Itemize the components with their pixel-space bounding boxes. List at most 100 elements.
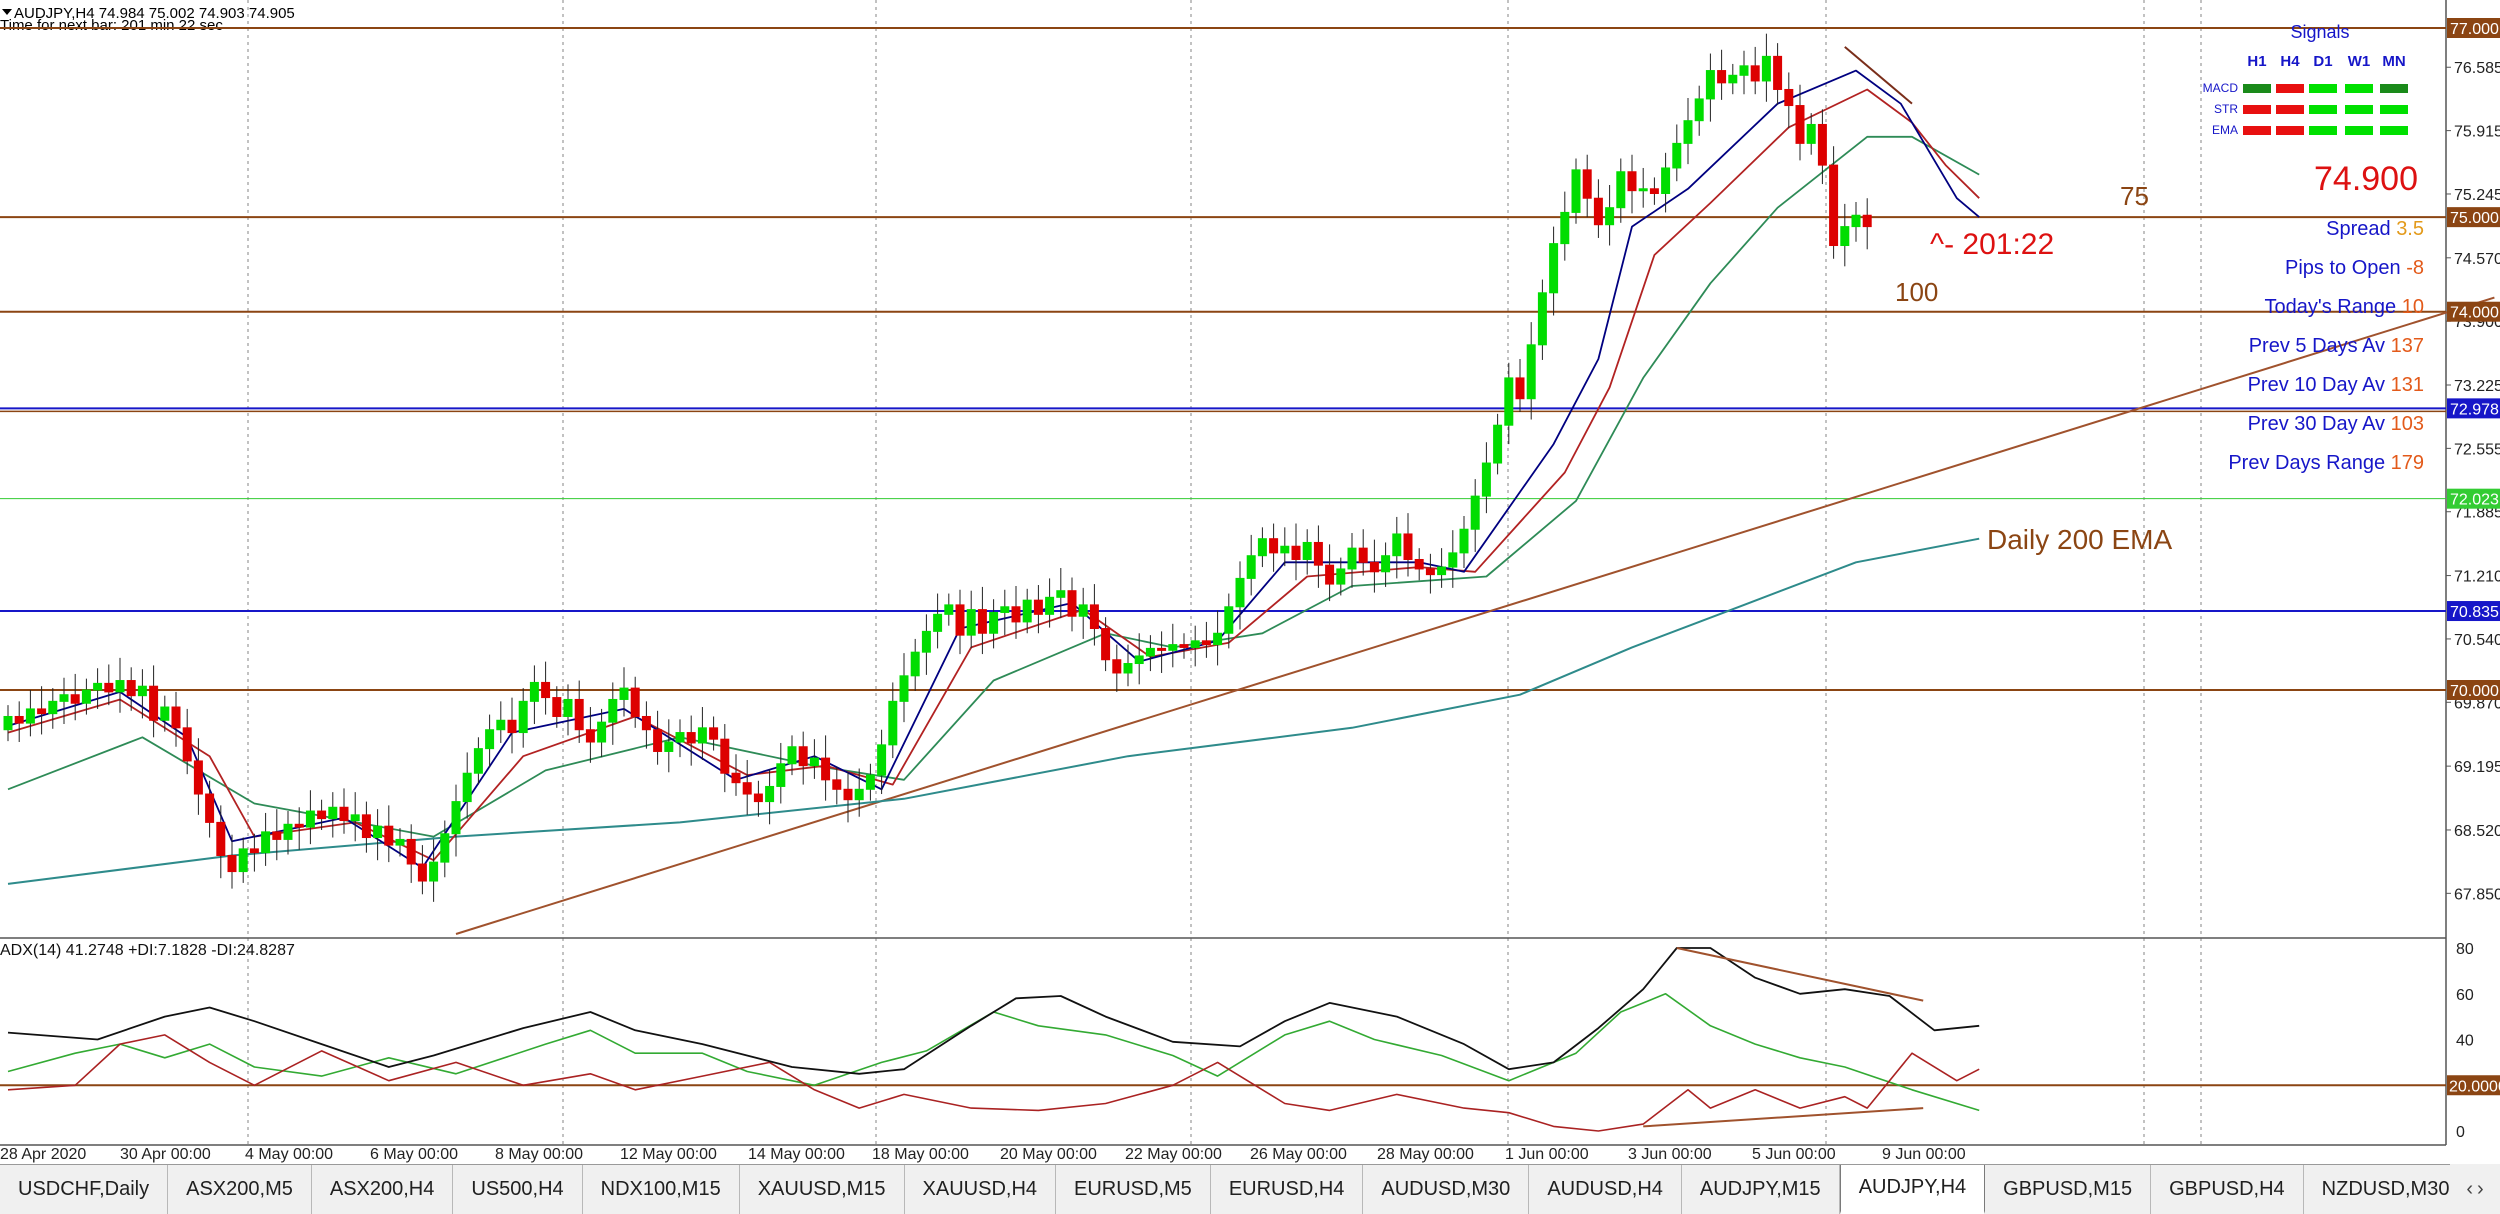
candle	[451, 784, 461, 857]
time-axis-label: 28 Apr 2020	[0, 1146, 86, 1163]
price-level-box	[2447, 601, 2500, 622]
candle-body	[641, 715, 651, 731]
tab-gbpusd-m15[interactable]: GBPUSD,M15	[1985, 1165, 2152, 1214]
candle	[1134, 633, 1144, 685]
candle-body	[731, 772, 741, 784]
candle	[81, 678, 91, 715]
candle-body	[921, 630, 931, 653]
candle-body	[518, 700, 528, 734]
candle	[1739, 50, 1749, 95]
candle	[720, 724, 730, 793]
tab-asx200-m5[interactable]: ASX200,M5	[168, 1165, 312, 1214]
candle-body	[283, 823, 293, 840]
candle	[182, 708, 192, 775]
info-row-value: 131	[2391, 374, 2424, 396]
candle-body	[1022, 599, 1032, 623]
candle	[1795, 84, 1805, 161]
price-level-box	[2447, 301, 2500, 322]
candle	[1425, 553, 1435, 594]
candle	[865, 763, 875, 801]
candle	[227, 834, 237, 889]
tab-eurusd-h4[interactable]: EURUSD,H4	[1211, 1165, 1364, 1214]
candle	[395, 828, 405, 857]
candle-body	[1190, 640, 1200, 648]
candle-body	[854, 788, 864, 801]
tab-asx200-h4[interactable]: ASX200,H4	[312, 1165, 454, 1214]
candle	[339, 788, 349, 834]
candle	[1280, 527, 1290, 567]
tab-us500-h4[interactable]: US500,H4	[453, 1165, 583, 1214]
candle-body	[821, 757, 831, 781]
candle	[1145, 635, 1155, 672]
symbol-tab-bar: USDCHF,Daily ASX200,M5 ASX200,H4 US500,H4 ND…	[0, 1164, 2500, 1214]
current-price: 74.900	[2314, 160, 2418, 198]
candle-body	[249, 848, 259, 854]
time-axis-label: 18 May 00:00	[872, 1146, 969, 1163]
candle	[1661, 152, 1671, 213]
candle-body	[193, 760, 203, 795]
price-level-box-label: 70.000	[2450, 683, 2499, 700]
candle-body	[910, 651, 920, 677]
candle	[753, 780, 763, 817]
price-tick-label: 75.915	[2454, 124, 2500, 141]
candle	[70, 673, 80, 721]
time-axis-label: 9 Jun 00:00	[1882, 1146, 1966, 1163]
candle	[1705, 53, 1715, 122]
support-trendline	[455, 296, 2495, 935]
candle-body	[1235, 577, 1245, 608]
tab-xauusd-h4[interactable]: XAUUSD,H4	[905, 1165, 1057, 1214]
tab-nzdusd-m30[interactable]: NZDUSD,M30	[2304, 1165, 2469, 1214]
signal-cell	[2309, 84, 2337, 93]
candle	[1817, 109, 1827, 185]
price-level-box	[2447, 680, 2500, 700]
tab-usdchf-daily[interactable]: USDCHF,Daily	[0, 1165, 169, 1214]
candle	[1493, 413, 1503, 475]
signal-cell	[2309, 126, 2337, 135]
tab-ndx100-m15[interactable]: NDX100,M15	[583, 1165, 740, 1214]
signals-timeframe: D1	[2313, 53, 2332, 70]
tab-xauusd-m15[interactable]: XAUUSD,M15	[740, 1165, 905, 1214]
candle	[787, 735, 797, 776]
tab-eurusd-m5[interactable]: EURUSD,M5	[1056, 1165, 1211, 1214]
candle	[888, 682, 898, 759]
signal-cell	[2243, 105, 2271, 114]
tab-audusd-m30[interactable]: AUDUSD,M30	[1363, 1165, 1530, 1214]
candle	[776, 742, 786, 804]
tab-gbpusd-h4[interactable]: GBPUSD,H4	[2151, 1165, 2304, 1214]
candle	[14, 701, 24, 743]
chart-canvas[interactable]: AUDJPY,H4 74.984 75.002 74.903 74.905 Ti…	[0, 0, 2500, 1164]
candle-body	[294, 823, 304, 828]
candle-body	[1649, 188, 1659, 194]
candle	[1022, 588, 1032, 634]
candle-body	[451, 801, 461, 835]
candle	[518, 688, 528, 748]
candle-body	[1011, 606, 1021, 623]
candle	[664, 719, 674, 773]
candle	[294, 807, 304, 850]
collapse-icon[interactable]	[2, 9, 12, 15]
candle	[955, 589, 965, 655]
time-axis-label: 5 Jun 00:00	[1752, 1146, 1836, 1163]
candle-body	[496, 719, 506, 731]
chevron-left-icon[interactable]: ‹	[2466, 1177, 2473, 1200]
tab-audusd-h4[interactable]: AUDUSD,H4	[1529, 1165, 1682, 1214]
signal-cell	[2345, 105, 2373, 114]
candle	[1000, 589, 1010, 636]
signal-cell	[2309, 105, 2337, 114]
candle	[115, 657, 125, 713]
tab-audjpy-h4[interactable]: AUDJPY,H4	[1839, 1165, 1986, 1214]
candle	[675, 719, 685, 758]
candle	[1224, 593, 1234, 649]
candle-body	[126, 680, 136, 697]
candle	[574, 680, 584, 743]
chevron-right-icon[interactable]: ›	[2477, 1177, 2484, 1200]
candle	[1683, 97, 1693, 165]
tab-audjpy-m15[interactable]: AUDJPY,M15	[1682, 1165, 1840, 1214]
signals-timeframe: H4	[2280, 53, 2300, 70]
candle	[585, 707, 595, 763]
signals-title: Signals	[2290, 22, 2349, 42]
candle	[1851, 202, 1861, 242]
candle	[126, 667, 136, 711]
candle	[1033, 585, 1043, 634]
